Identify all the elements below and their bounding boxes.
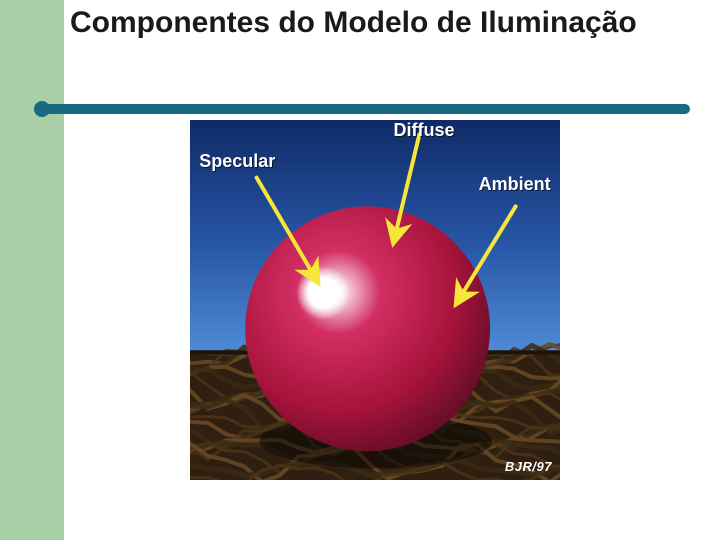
sphere	[245, 206, 490, 451]
figure-credit: BJR/97	[505, 459, 552, 474]
underline-bar	[48, 104, 690, 114]
label-diffuse: Diffuse	[394, 120, 455, 141]
left-accent-stripe	[0, 0, 64, 540]
slide-body: Componentes do Modelo de Iluminação	[64, 0, 720, 540]
illumination-diagram: Specular Diffuse Ambient BJR/97	[190, 120, 560, 480]
page-title: Componentes do Modelo de Iluminação	[70, 6, 700, 41]
label-specular: Specular	[199, 151, 275, 172]
title-underline	[34, 104, 690, 114]
specular-highlight	[296, 266, 350, 320]
label-ambient: Ambient	[479, 174, 551, 195]
